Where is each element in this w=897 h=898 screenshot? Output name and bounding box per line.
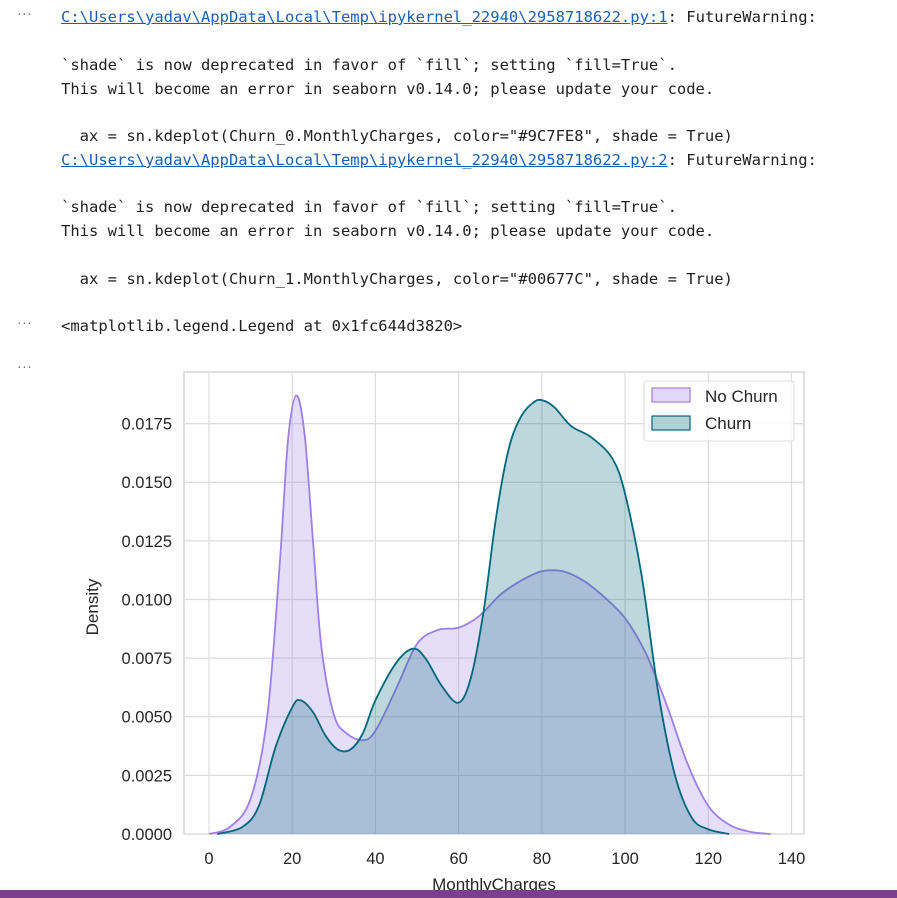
x-axis-label: MonthlyCharges <box>432 875 556 890</box>
warning-2-message-line1: `shade` is now deprecated in favor of `f… <box>61 198 677 216</box>
legend-label-churn: Churn <box>705 414 751 433</box>
x-tick-label: 140 <box>778 850 806 868</box>
warning-1-suffix: : FutureWarning: <box>667 8 817 26</box>
warning-1-path-link[interactable]: C:\Users\yadav\AppData\Local\Temp\ipyker… <box>61 8 668 26</box>
warning-2-header: C:\Users\yadav\AppData\Local\Temp\ipyker… <box>61 148 817 172</box>
y-tick-label: 0.0100 <box>122 591 172 609</box>
output-marker[interactable]: ··· <box>17 317 33 332</box>
y-tick-label: 0.0125 <box>122 533 172 551</box>
area-fill-series-0 <box>209 395 771 834</box>
x-tick-label: 20 <box>283 850 301 868</box>
y-axis-label: Density <box>83 578 102 635</box>
grid-lines <box>184 372 804 835</box>
warning-2-path-link[interactable]: C:\Users\yadav\AppData\Local\Temp\ipyker… <box>61 151 668 169</box>
y-tick-label: 0.0025 <box>122 767 172 785</box>
kde-chart: 0.0000 0.0025 0.0050 0.0075 0.0100 0.0125 0.01… <box>83 371 805 890</box>
x-tick-labels: 0 20 40 60 80 100 120 140 <box>204 850 805 868</box>
x-tick-label: 120 <box>695 850 723 868</box>
x-tick-label: 80 <box>533 850 551 868</box>
warning-2-message-line2: This will become an error in seaborn v0.… <box>61 222 715 240</box>
warning-2-code: ax = sn.kdeplot(Churn_1.MonthlyCharges, … <box>61 270 733 288</box>
legend-box <box>643 380 795 442</box>
warning-1-message-line2: This will become an error in seaborn v0.… <box>61 80 715 98</box>
warning-1-code: ax = sn.kdeplot(Churn_0.MonthlyCharges, … <box>61 127 733 145</box>
x-tick-label: 100 <box>611 850 639 868</box>
y-tick-label: 0.0050 <box>122 709 172 727</box>
legend-swatch-churn <box>651 415 691 431</box>
legend-label-no-churn: No Churn <box>705 387 778 406</box>
area-line-series-0 <box>208 394 771 835</box>
y-tick-label: 0.0150 <box>122 474 172 492</box>
x-tick-label: 60 <box>449 850 467 868</box>
legend-swatch-no-churn <box>651 387 691 403</box>
y-tick-label: 0.0175 <box>122 416 172 434</box>
warning-1-message-line1: `shade` is now deprecated in favor of `f… <box>61 56 677 74</box>
output-marker[interactable]: ··· <box>17 361 33 376</box>
y-tick-label: 0.0000 <box>122 826 172 844</box>
y-tick-labels: 0.0000 0.0025 0.0050 0.0075 0.0100 0.0125 0.01… <box>122 416 172 844</box>
x-tick-label: 0 <box>204 850 213 868</box>
window-bottom-bar <box>0 890 897 898</box>
y-tick-label: 0.0075 <box>122 650 172 668</box>
legend: No Churn Churn <box>643 380 795 442</box>
warning-1-header: C:\Users\yadav\AppData\Local\Temp\ipyker… <box>61 5 817 29</box>
legend-repr-output: <matplotlib.legend.Legend at 0x1fc644d38… <box>61 317 463 335</box>
x-tick-label: 40 <box>366 850 384 868</box>
area-fill-series-1 <box>217 399 730 834</box>
output-marker[interactable]: ··· <box>17 8 33 23</box>
warning-2-suffix: : FutureWarning: <box>667 151 817 169</box>
density-areas <box>208 394 771 835</box>
area-line-series-1 <box>217 398 730 835</box>
